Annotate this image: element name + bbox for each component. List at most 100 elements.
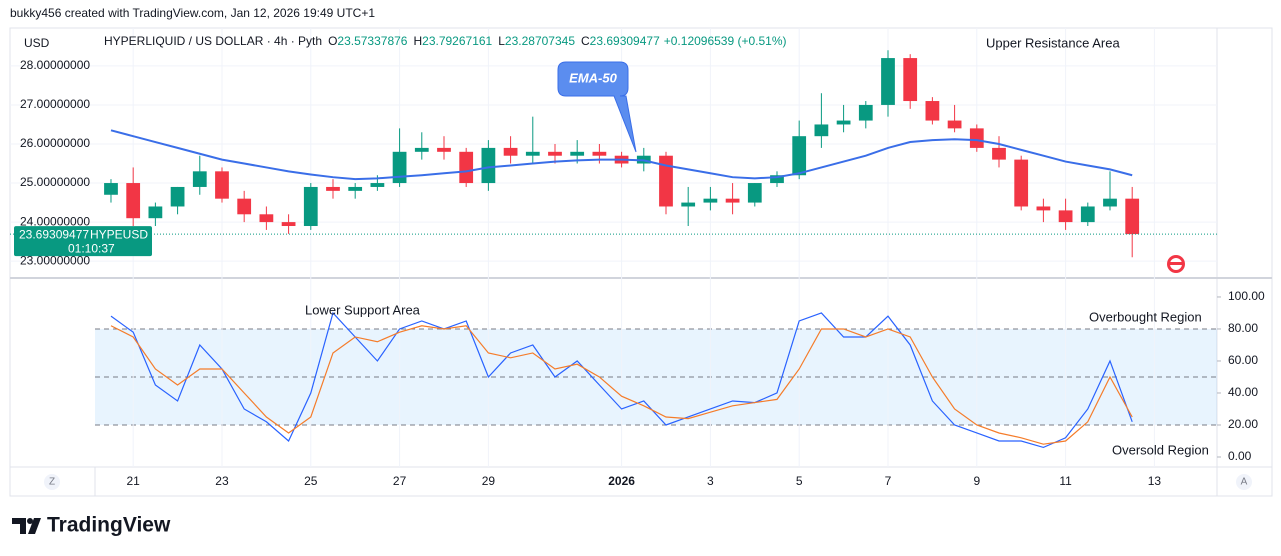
candle-body bbox=[570, 151, 585, 156]
price-tag-value: 23.69309477 bbox=[19, 227, 89, 241]
candle-body bbox=[659, 155, 673, 207]
candle-body bbox=[725, 198, 740, 203]
frame bbox=[9, 27, 1273, 497]
candle-body bbox=[481, 147, 496, 184]
candle-body bbox=[170, 186, 185, 207]
candle-body bbox=[192, 171, 207, 187]
candle-body bbox=[814, 124, 829, 137]
y-tick-label: 23.00000000 bbox=[20, 253, 90, 267]
candle-body bbox=[881, 58, 895, 105]
control-a[interactable]: A bbox=[1236, 474, 1252, 490]
candle-body bbox=[947, 120, 962, 129]
candle-body bbox=[858, 104, 873, 121]
candle-body bbox=[681, 202, 696, 207]
y-tick-label: 25.00000000 bbox=[20, 175, 90, 189]
y-tick-label: 20.00 bbox=[1228, 417, 1258, 431]
ema-line bbox=[110, 129, 1133, 181]
ohlc-value: 23.57337876 bbox=[337, 34, 407, 48]
legend: HYPERLIQUID / US DOLLAR · 4h · Pyth O23.5… bbox=[104, 34, 787, 48]
candle-body bbox=[1080, 206, 1095, 223]
ohlc-label: H bbox=[413, 34, 422, 48]
candle-body bbox=[1014, 159, 1029, 207]
y-tick-label: 100.00 bbox=[1228, 289, 1265, 303]
logo-text: TradingView bbox=[47, 514, 171, 537]
y-tick-label: 60.00 bbox=[1228, 353, 1258, 367]
ohlc-label: L bbox=[498, 34, 505, 48]
candle-body bbox=[237, 198, 252, 215]
x-tick-label: 21 bbox=[127, 474, 141, 488]
callout-text: EMA-50 bbox=[569, 70, 617, 85]
candle-body bbox=[703, 198, 718, 203]
candle-body bbox=[348, 186, 363, 191]
x-tick-label: 7 bbox=[885, 474, 892, 488]
candle-body bbox=[459, 151, 474, 184]
price-tag-countdown: 01:10:37 bbox=[68, 241, 115, 255]
candle-body bbox=[326, 186, 340, 191]
rsi-line bbox=[110, 311, 1133, 449]
control-z[interactable]: Z bbox=[44, 474, 60, 490]
plot bbox=[10, 50, 1217, 449]
candle-body bbox=[281, 222, 296, 227]
candle-body bbox=[126, 183, 141, 219]
candle-body bbox=[437, 147, 451, 152]
candle-body bbox=[548, 151, 562, 156]
candle-body bbox=[903, 58, 918, 102]
candle-body bbox=[1125, 198, 1140, 235]
callout-shape bbox=[557, 61, 637, 153]
price-tag bbox=[14, 226, 152, 257]
candle-body bbox=[148, 206, 163, 219]
x-tick-label: 3 bbox=[707, 474, 714, 488]
candle-body bbox=[215, 171, 229, 199]
x-tick-label: 29 bbox=[482, 474, 496, 488]
candle-body bbox=[1058, 210, 1073, 223]
annotation: Oversold Region bbox=[1112, 442, 1209, 457]
ohlc-value: 23.79267161 bbox=[422, 34, 492, 48]
annotation: Upper Resistance Area bbox=[986, 35, 1120, 50]
annotation: Lower Support Area bbox=[305, 302, 421, 317]
control-label: Z bbox=[49, 477, 55, 488]
x-tick-label: 27 bbox=[393, 474, 407, 488]
symbol: HYPERLIQUID / US DOLLAR · 4h · Pyth bbox=[104, 34, 322, 48]
candle-body bbox=[525, 151, 540, 156]
candle-body bbox=[992, 147, 1006, 160]
candle-body bbox=[1103, 198, 1117, 207]
y-tick-label: 28.00000000 bbox=[20, 58, 90, 72]
candle-body bbox=[303, 186, 318, 227]
rsi-line bbox=[110, 325, 1133, 445]
change: +0.12096539 (+0.51%) bbox=[664, 34, 787, 48]
flag bbox=[1167, 255, 1185, 273]
ohlc-label: C bbox=[581, 34, 590, 48]
x-tick-label: 11 bbox=[1059, 474, 1072, 488]
candle-body bbox=[836, 120, 851, 125]
x-tick-label: 5 bbox=[796, 474, 803, 488]
candle-body bbox=[592, 151, 607, 156]
x-tick-label: 2026 bbox=[608, 474, 635, 488]
ema-callout: EMA-50 bbox=[557, 61, 637, 153]
x-tick-label: 9 bbox=[973, 474, 980, 488]
ohlc-value: 23.28707345 bbox=[505, 34, 575, 48]
y-tick-label: 0.00 bbox=[1228, 449, 1252, 463]
currency: USD bbox=[24, 36, 50, 50]
logo: TradingView bbox=[12, 514, 171, 537]
ohlc-value: 23.69309477 bbox=[590, 34, 660, 48]
x-tick-label: 25 bbox=[304, 474, 318, 488]
y-tick-label: 26.00000000 bbox=[20, 136, 90, 150]
candle-body bbox=[747, 183, 762, 203]
grid bbox=[10, 28, 1221, 467]
candle-body bbox=[770, 175, 784, 184]
ohlc-label: O bbox=[328, 34, 337, 48]
annotation: Overbought Region bbox=[1089, 309, 1202, 324]
candle-body bbox=[104, 183, 118, 195]
candle-body bbox=[414, 147, 429, 152]
candle-body bbox=[503, 147, 518, 156]
credit: bukky456 created with TradingView.com, J… bbox=[10, 6, 375, 20]
ohlc: O23.57337876 H23.79267161 L23.28707345 C23.… bbox=[328, 34, 660, 48]
candle-body bbox=[370, 183, 385, 187]
control-label: A bbox=[1241, 477, 1248, 488]
candle-body bbox=[1036, 206, 1051, 211]
y-tick-label: 80.00 bbox=[1228, 321, 1258, 335]
candle-body bbox=[392, 151, 407, 184]
x-tick-label: 13 bbox=[1148, 474, 1162, 488]
